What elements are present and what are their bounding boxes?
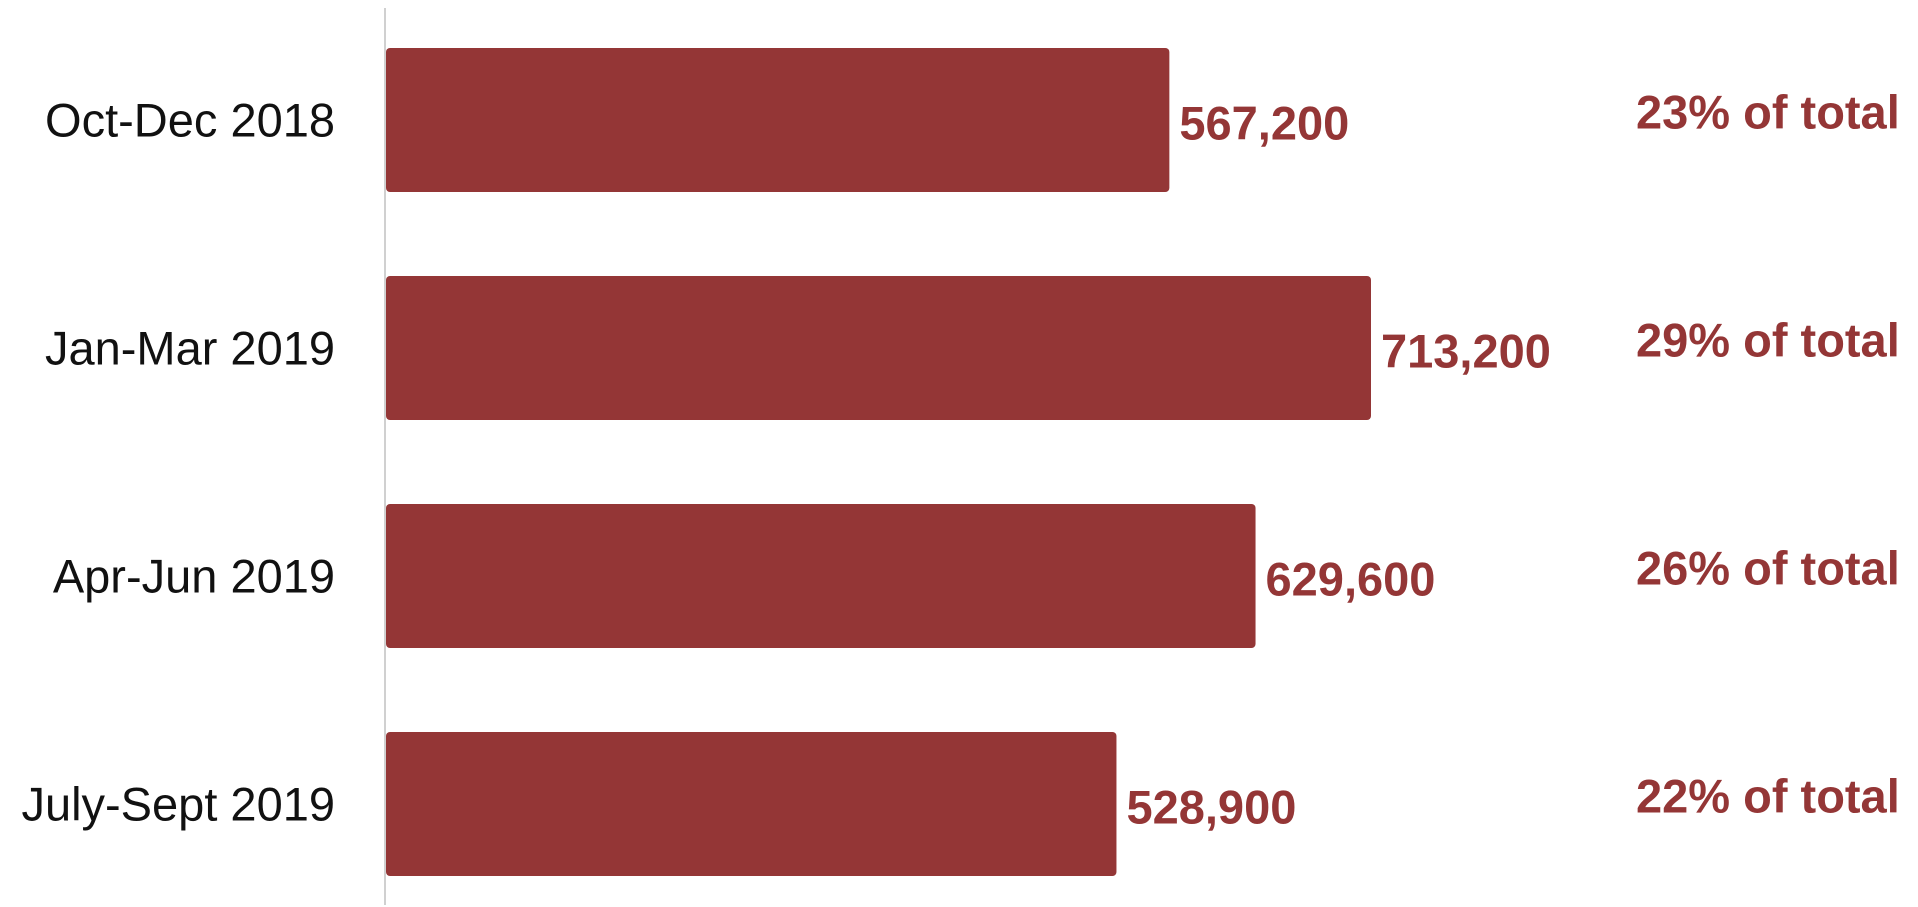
bars: Oct-Dec 2018 567,200 23% of total Jan-Mar 2…	[21, 48, 1899, 876]
bar-1	[386, 276, 1371, 420]
value-label: 629,600	[1266, 553, 1436, 606]
value-label: 567,200	[1179, 97, 1349, 150]
category-label: July-Sept 2019	[21, 778, 335, 831]
value-label: 528,900	[1126, 781, 1296, 834]
bar-2	[386, 504, 1256, 648]
category-label: Oct-Dec 2018	[45, 94, 335, 147]
share-label: 23% of total	[1636, 86, 1900, 139]
category-label: Apr-Jun 2019	[53, 550, 335, 603]
share-label: 29% of total	[1636, 314, 1900, 367]
bar-0	[386, 48, 1169, 192]
value-label: 713,200	[1381, 325, 1551, 378]
bar-3	[386, 732, 1116, 876]
category-label: Jan-Mar 2019	[45, 322, 335, 375]
share-label: 22% of total	[1636, 770, 1900, 823]
share-label: 26% of total	[1636, 542, 1900, 595]
